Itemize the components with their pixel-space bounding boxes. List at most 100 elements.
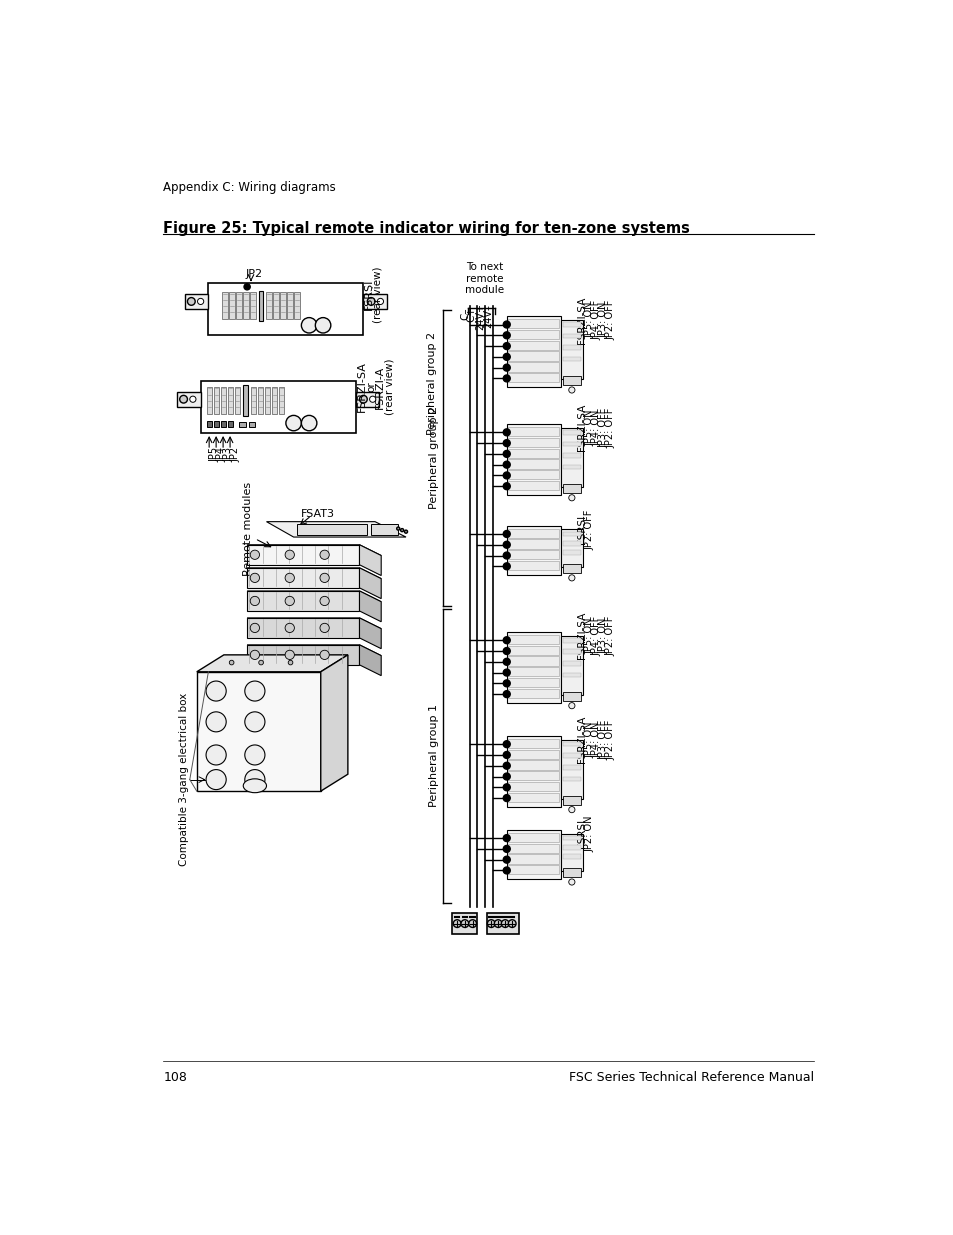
- Bar: [562, 650, 580, 655]
- Bar: [508, 782, 558, 792]
- Polygon shape: [247, 618, 359, 638]
- Circle shape: [404, 530, 407, 534]
- Bar: [562, 464, 580, 469]
- Polygon shape: [359, 568, 381, 599]
- Circle shape: [503, 440, 510, 447]
- Bar: [508, 771, 558, 781]
- Circle shape: [503, 552, 510, 559]
- Bar: [508, 550, 558, 559]
- Bar: [274, 293, 278, 319]
- Bar: [243, 293, 249, 319]
- Bar: [562, 638, 580, 642]
- Circle shape: [503, 867, 510, 874]
- Text: 24V+: 24V+: [475, 303, 484, 330]
- Text: JP3: JP3: [223, 447, 233, 462]
- Circle shape: [258, 661, 263, 664]
- Circle shape: [319, 597, 329, 605]
- Bar: [280, 293, 286, 319]
- Bar: [508, 689, 558, 698]
- Bar: [266, 293, 272, 319]
- Text: FSRZI-SA: FSRZI-SA: [576, 716, 586, 763]
- Circle shape: [503, 342, 510, 350]
- Bar: [560, 636, 582, 695]
- Bar: [508, 832, 558, 842]
- Bar: [177, 391, 200, 406]
- Text: FSRZI-SA: FSRZI-SA: [576, 404, 586, 452]
- Bar: [508, 471, 558, 479]
- Bar: [222, 293, 228, 319]
- Bar: [508, 341, 558, 350]
- Circle shape: [245, 769, 265, 789]
- Text: C+: C+: [466, 306, 476, 322]
- Text: JP2: JP2: [230, 447, 240, 462]
- Bar: [560, 427, 582, 487]
- Circle shape: [503, 773, 510, 781]
- Text: Remote modules: Remote modules: [242, 483, 253, 577]
- Text: JP2: OFF: JP2: OFF: [604, 300, 615, 340]
- Ellipse shape: [243, 779, 266, 793]
- Polygon shape: [359, 545, 381, 576]
- Bar: [508, 437, 558, 447]
- Bar: [363, 294, 386, 309]
- Circle shape: [503, 364, 510, 370]
- Text: JP5: ON: JP5: ON: [583, 410, 594, 446]
- Bar: [562, 564, 580, 573]
- Bar: [294, 293, 299, 319]
- Bar: [220, 421, 226, 427]
- Bar: [239, 422, 245, 427]
- Text: FSRZI-A: FSRZI-A: [375, 366, 385, 409]
- Circle shape: [229, 661, 233, 664]
- Circle shape: [206, 680, 226, 701]
- Bar: [486, 913, 518, 935]
- Text: JP4: JP4: [216, 447, 226, 462]
- Bar: [297, 524, 367, 535]
- Bar: [265, 387, 270, 414]
- Bar: [508, 459, 558, 468]
- Bar: [213, 387, 219, 414]
- Circle shape: [503, 669, 510, 676]
- Circle shape: [285, 573, 294, 583]
- Bar: [562, 442, 580, 446]
- Bar: [508, 750, 558, 758]
- Circle shape: [250, 597, 259, 605]
- Bar: [506, 424, 560, 495]
- Circle shape: [503, 680, 510, 687]
- Circle shape: [206, 711, 226, 732]
- Circle shape: [568, 574, 575, 580]
- Circle shape: [503, 835, 510, 841]
- Circle shape: [503, 794, 510, 802]
- Circle shape: [301, 415, 316, 431]
- Bar: [562, 855, 580, 858]
- Text: FSAT3: FSAT3: [300, 509, 335, 519]
- Bar: [208, 283, 363, 336]
- Bar: [508, 667, 558, 677]
- Circle shape: [500, 920, 509, 927]
- Bar: [508, 352, 558, 361]
- Circle shape: [503, 784, 510, 790]
- Circle shape: [503, 332, 510, 338]
- Circle shape: [245, 680, 265, 701]
- Circle shape: [301, 317, 316, 333]
- Bar: [452, 913, 476, 935]
- Bar: [258, 290, 263, 321]
- Bar: [562, 742, 580, 746]
- Bar: [508, 540, 558, 548]
- Bar: [506, 830, 560, 879]
- Bar: [508, 844, 558, 852]
- Circle shape: [460, 920, 468, 927]
- Text: Peripheral group 1: Peripheral group 1: [429, 704, 439, 808]
- Circle shape: [468, 920, 476, 927]
- Circle shape: [319, 550, 329, 559]
- Text: JP4: OFF: JP4: OFF: [591, 300, 600, 340]
- Polygon shape: [247, 545, 359, 564]
- Bar: [287, 293, 293, 319]
- Bar: [508, 529, 558, 537]
- Bar: [508, 480, 558, 490]
- Text: JP4: ON: JP4: ON: [591, 721, 600, 758]
- Circle shape: [503, 531, 510, 537]
- Bar: [562, 661, 580, 666]
- Circle shape: [250, 624, 259, 632]
- Bar: [562, 868, 580, 877]
- Polygon shape: [247, 568, 381, 579]
- Bar: [562, 453, 580, 458]
